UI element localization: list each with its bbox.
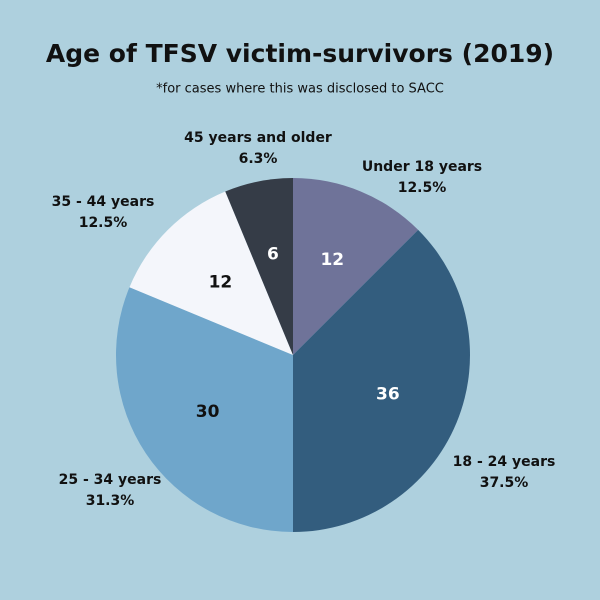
- category-label: 25 - 34 years: [59, 472, 162, 488]
- value-label: 12: [209, 272, 233, 292]
- category-label: 18 - 24 years: [453, 454, 556, 470]
- pie-slice: [225, 178, 293, 355]
- pie-slice: [293, 178, 419, 355]
- chart-subtitle: *for cases where this was disclosed to S…: [156, 82, 444, 97]
- pie-slice: [129, 191, 293, 355]
- value-label: 30: [196, 402, 220, 422]
- value-label: 36: [376, 384, 400, 404]
- share-label: 37.5%: [480, 475, 529, 491]
- share-label: 12.5%: [79, 215, 128, 231]
- pie-slice: [293, 229, 471, 532]
- pie-slice: [116, 287, 293, 532]
- category-label: 45 years and older: [184, 130, 332, 146]
- share-label: 6.3%: [239, 151, 278, 167]
- value-label: 12: [320, 250, 344, 270]
- category-label: 35 - 44 years: [52, 194, 155, 210]
- category-label: Under 18 years: [362, 159, 482, 175]
- chart-title: Age of TFSV victim-survivors (2019): [46, 39, 554, 68]
- share-label: 31.3%: [86, 493, 135, 509]
- value-label: 6: [267, 244, 279, 264]
- share-label: 12.5%: [398, 180, 447, 196]
